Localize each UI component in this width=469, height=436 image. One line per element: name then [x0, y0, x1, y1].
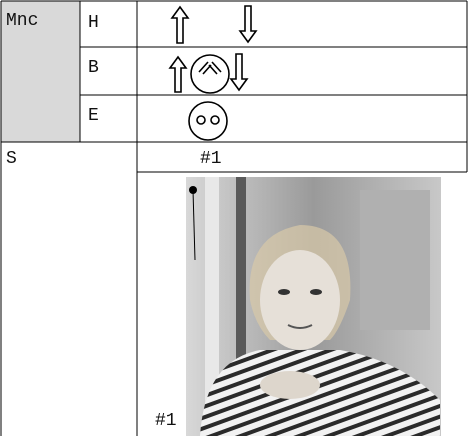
group-label: Mnc [6, 11, 38, 31]
arrow-symbols [170, 5, 258, 44]
group-cell [1, 1, 80, 142]
row-label: B [88, 58, 99, 78]
clip-header: #1 [200, 149, 222, 169]
eyes-symbol [188, 101, 228, 141]
video-still [186, 177, 441, 436]
row-label: H [88, 13, 99, 33]
image-caption: #1 [155, 411, 177, 431]
brow-symbol [168, 53, 249, 94]
row-label: E [88, 106, 99, 126]
section-label: S [6, 149, 17, 169]
